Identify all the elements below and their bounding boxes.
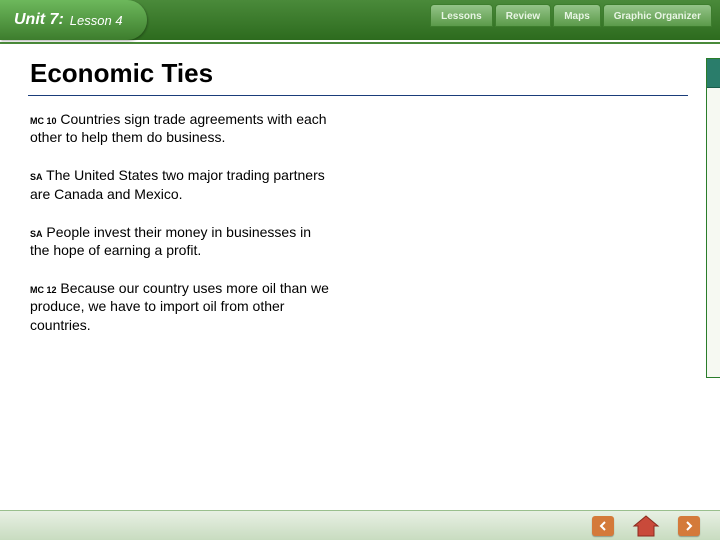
home-icon	[632, 514, 660, 538]
unit-label: Unit 7:	[14, 11, 64, 29]
content-area: Economic Ties MC 10 Countries sign trade…	[0, 44, 720, 388]
question-tag: MC 12	[30, 285, 57, 295]
next-button[interactable]	[678, 516, 700, 536]
paragraph-text: Because our country uses more oil than w…	[30, 280, 329, 332]
text-column: Economic Ties MC 10 Countries sign trade…	[30, 58, 688, 378]
question-tag: SA	[30, 172, 43, 182]
chart-source: Source: U.S. Department of Commerce	[707, 325, 720, 334]
chevron-left-icon	[597, 520, 609, 532]
paragraph: MC 10 Countries sign trade agreements wi…	[30, 110, 330, 146]
paragraph-text: People invest their money in businesses …	[30, 224, 311, 258]
paragraph-text: Countries sign trade agreements with eac…	[30, 111, 327, 145]
chart-column: Value of U.S. Imports and Exports Dollar…	[706, 58, 720, 378]
chart-plot-area: Dollar Value (in billions) 05001,0001,50…	[707, 88, 720, 308]
chart-xlabel: Years	[707, 310, 720, 321]
home-button[interactable]	[632, 514, 660, 538]
paragraph-text: The United States two major trading part…	[30, 167, 325, 201]
paragraph: SA The United States two major trading p…	[30, 166, 330, 202]
lesson-label: Lesson 4	[70, 13, 123, 28]
page-title: Economic Ties	[30, 58, 688, 89]
tab-maps[interactable]: Maps	[553, 4, 601, 27]
paragraph: SA People invest their money in business…	[30, 223, 330, 259]
tab-graphic-organizer[interactable]: Graphic Organizer	[603, 4, 712, 27]
footer-bar	[0, 510, 720, 540]
nav-tabs: Lessons Review Maps Graphic Organizer	[430, 4, 712, 27]
question-tag: SA	[30, 229, 43, 239]
chart-title: Value of U.S. Imports and Exports	[707, 59, 720, 88]
tab-lessons[interactable]: Lessons	[430, 4, 493, 27]
prev-button[interactable]	[592, 516, 614, 536]
title-rule	[28, 95, 688, 96]
paragraph: MC 12 Because our country uses more oil …	[30, 279, 330, 334]
tab-review[interactable]: Review	[495, 4, 551, 27]
chart-box: Value of U.S. Imports and Exports Dollar…	[706, 58, 720, 378]
chevron-right-icon	[683, 520, 695, 532]
header-bar: Unit 7: Lesson 4 Lessons Review Maps Gra…	[0, 0, 720, 40]
question-tag: MC 10	[30, 116, 57, 126]
unit-lesson-pill: Unit 7: Lesson 4	[0, 0, 147, 40]
